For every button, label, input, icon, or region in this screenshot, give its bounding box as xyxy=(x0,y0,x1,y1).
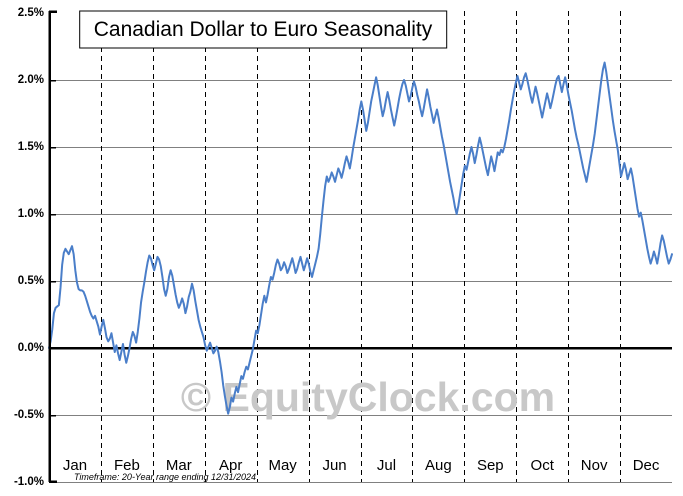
x-tick-label-Oct: Oct xyxy=(531,457,555,474)
timeframe-footnote: Timeframe: 20-Year range ending 12/31/20… xyxy=(74,472,256,482)
x-tick-label-Apr: Apr xyxy=(219,457,242,474)
x-tick-label-Jan: Jan xyxy=(63,457,87,474)
chart-title: Canadian Dollar to Euro Seasonality xyxy=(79,10,448,49)
chart-title-label: Canadian Dollar to Euro Seasonality xyxy=(94,18,433,41)
horizontal-gridlines xyxy=(49,80,672,483)
x-tick-label-Dec: Dec xyxy=(633,457,660,474)
y-tick-label-2.5%: 2.5% xyxy=(18,7,44,19)
seasonality-line-series xyxy=(48,61,673,415)
x-tick-label-May: May xyxy=(268,457,297,474)
y-tick-label-2.0%: 2.0% xyxy=(18,74,44,86)
x-tick-label-Feb: Feb xyxy=(114,457,140,474)
x-tick-label-Jul: Jul xyxy=(377,457,396,474)
y-tick-label--1.0%: -1.0% xyxy=(14,476,44,488)
x-tick-label-Jun: Jun xyxy=(322,457,346,474)
y-tick-label--0.5%: -0.5% xyxy=(14,409,44,421)
y-tick-label-0.5%: 0.5% xyxy=(18,275,44,287)
watermark-label: © EquityClock.com xyxy=(181,374,555,420)
chart-title-box xyxy=(79,10,448,49)
y-tick-label-1.0%: 1.0% xyxy=(18,208,44,220)
x-tick-label-Sep: Sep xyxy=(477,457,504,474)
x-tick-label-Nov: Nov xyxy=(581,457,608,474)
y-tick-label-1.5%: 1.5% xyxy=(18,141,44,153)
x-tick-label-Aug: Aug xyxy=(425,457,452,474)
watermark: © EquityClock.com xyxy=(181,374,555,420)
x-tick-label-Mar: Mar xyxy=(166,457,192,474)
y-axis-ticks: 2.5% 2.0% 1.5% 1.0% 0.5% 0.0% -0.5% -1.0% xyxy=(14,7,56,488)
y-tick-label-0.0%: 0.0% xyxy=(18,342,44,354)
x-axis-month-labels: Jan Feb Mar Apr May Jun Jul Aug Sep Oct Nov Dec xyxy=(63,457,660,474)
vertical-month-gridlines xyxy=(101,11,621,482)
